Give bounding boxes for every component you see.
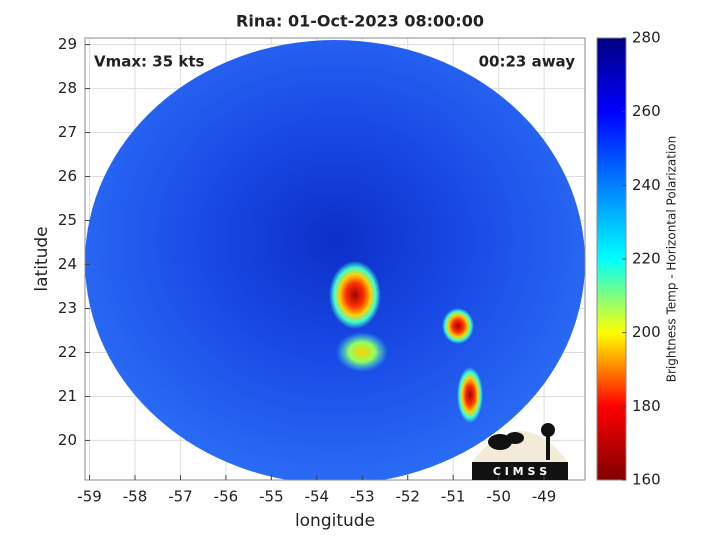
annotation: Vmax: 35 kts xyxy=(94,53,204,71)
colorbar-tick-label: 280 xyxy=(632,29,661,47)
colorbar-label: Brightness Temp - Horizontal Polarizatio… xyxy=(665,136,679,383)
y-tick-label: 27 xyxy=(58,123,77,141)
annotation: 00:23 away xyxy=(479,53,576,71)
colorbar-tick-label: 260 xyxy=(632,102,661,120)
chart-title: Rina: 01-Oct-2023 08:00:00 xyxy=(236,12,484,31)
warm-feature xyxy=(457,367,483,423)
plot-area: C I M S S xyxy=(84,37,586,481)
x-tick-label: -53 xyxy=(350,488,375,506)
logo: C I M S S xyxy=(472,423,568,480)
y-tick-label: 28 xyxy=(58,79,77,97)
swath-disk xyxy=(85,40,585,480)
y-tick-label: 25 xyxy=(58,211,77,229)
logo-tower xyxy=(546,432,550,460)
plot-border xyxy=(84,37,586,481)
x-tick-label: -52 xyxy=(395,488,420,506)
y-tick-label: 22 xyxy=(58,343,77,361)
colorbar-tick-label: 180 xyxy=(632,397,661,415)
colorbar-tick-label: 160 xyxy=(632,471,661,489)
warm-feature xyxy=(329,261,381,329)
x-tick-label: -51 xyxy=(441,488,466,506)
x-tick-label: -50 xyxy=(486,488,511,506)
x-tick-label: -49 xyxy=(532,488,557,506)
x-axis-label: longitude xyxy=(295,511,375,531)
x-tick-label: -58 xyxy=(123,488,148,506)
colorbar xyxy=(596,37,627,481)
x-tick-label: -57 xyxy=(168,488,193,506)
y-tick-label: 23 xyxy=(58,299,77,317)
warm-feature xyxy=(336,332,388,372)
y-tick-label: 20 xyxy=(58,431,77,449)
x-tick-label: -59 xyxy=(77,488,102,506)
swath xyxy=(85,40,585,480)
logo-tank xyxy=(541,423,555,437)
x-tick-label: -56 xyxy=(214,488,239,506)
colorbar-tick-label: 220 xyxy=(632,250,661,268)
y-tick-label: 29 xyxy=(58,35,77,53)
logo-text: C I M S S xyxy=(493,465,547,478)
x-tick-label: -55 xyxy=(259,488,284,506)
logo-dish xyxy=(506,432,524,444)
colorbar-tick-label: 240 xyxy=(632,176,661,194)
y-tick-label: 26 xyxy=(58,167,77,185)
x-tick-label: -54 xyxy=(305,488,330,506)
colorbar-tick-label: 200 xyxy=(632,323,661,341)
warm-feature xyxy=(442,308,474,344)
y-axis-label: latitude xyxy=(32,226,52,291)
y-tick-label: 21 xyxy=(58,387,77,405)
y-tick-label: 24 xyxy=(58,255,77,273)
